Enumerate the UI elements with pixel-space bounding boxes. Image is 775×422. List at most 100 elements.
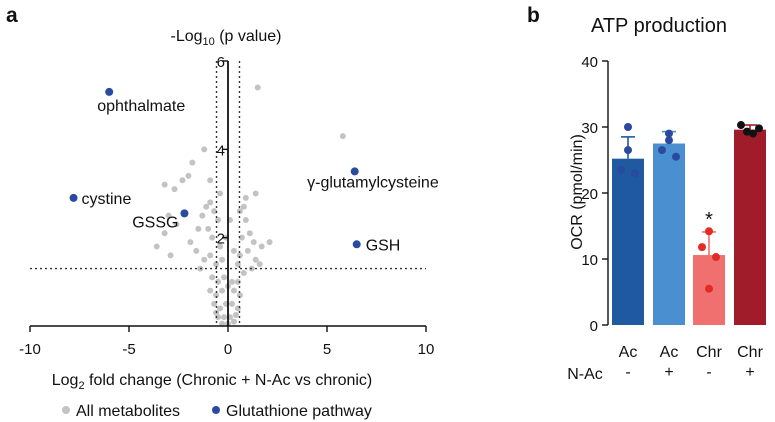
metabolite-point: [266, 239, 273, 246]
replicate-point: [658, 146, 666, 155]
legend-blue-swatch: [212, 406, 220, 414]
pathway-point-ophthalmate: [105, 87, 114, 96]
bar-series: [612, 124, 766, 325]
atp-bar-chart: ATP production OCR (pmol/min) 010203040 …: [567, 15, 766, 383]
volcano-x-tick-label: 0: [224, 341, 232, 358]
pathway-point-GSSG: [180, 209, 189, 218]
bar-chart-title: ATP production: [591, 15, 727, 37]
pathway-label-γ-glutamylcysteine: γ-glutamylcysteine: [307, 174, 439, 191]
bar-3: [734, 129, 766, 325]
bar-y-tick-label: 0: [590, 318, 598, 335]
replicate-point: [665, 136, 673, 145]
bar-y-axis: 0 10 20 30 40: [581, 54, 609, 335]
volcano-y-axis-title: -Log10 (p value): [171, 28, 282, 48]
metabolite-point: [230, 318, 237, 325]
legend-grey-swatch: [62, 406, 70, 414]
legend: All metabolites Glutathione pathway: [62, 403, 372, 420]
replicate-point: [712, 253, 720, 262]
volcano-x-axis-title: Log2 fold change (Chronic + N-Ac vs chro…: [52, 372, 373, 392]
replicate-point: [755, 124, 763, 133]
metabolite-point: [217, 190, 224, 197]
metabolite-point: [219, 287, 226, 294]
pathway-point-cystine: [69, 193, 78, 202]
pathway-label-GSSG: GSSG: [132, 214, 178, 231]
metabolite-point: [201, 146, 208, 153]
metabolite-point: [252, 190, 259, 197]
metabolite-point: [207, 252, 214, 259]
metabolite-point: [189, 159, 196, 166]
metabolite-point: [250, 239, 257, 246]
replicate-point: [749, 129, 757, 138]
bar-1: [653, 143, 685, 325]
metabolite-point: [187, 239, 194, 246]
metabolite-point: [203, 203, 210, 210]
metabolite-point: [213, 261, 220, 268]
panel-label-b: b: [527, 4, 540, 27]
pathway-label-GSH: GSH: [366, 237, 401, 254]
metabolite-point: [193, 247, 200, 254]
volcano-y-ticks: 2 4 6: [217, 54, 228, 248]
metabolite-point: [205, 225, 212, 232]
volcano-y-tick-label: 6: [217, 54, 225, 71]
pathway-label-cystine: cystine: [82, 191, 132, 208]
metabolite-point: [207, 199, 214, 206]
replicate-point: [624, 123, 632, 131]
bar-nac-label: +: [745, 364, 754, 381]
replicate-point: [743, 127, 751, 136]
metabolite-point: [228, 278, 235, 285]
metabolite-point: [221, 274, 228, 281]
metabolite-point: [213, 292, 220, 299]
volcano-x-tick-label: -5: [122, 341, 135, 358]
volcano-y-tick-label: 2: [217, 231, 225, 248]
metabolite-point: [221, 314, 228, 321]
metabolite-point: [236, 252, 243, 259]
metabolite-point: [185, 172, 192, 179]
metabolite-point: [240, 270, 247, 276]
metabolite-point: [258, 243, 265, 250]
bar-category-label: Chr: [737, 344, 763, 361]
volcano-plot: -Log10 (p value) -10 -5 0 5 10 2 4 6 ophthalma…: [19, 28, 439, 420]
metabolite-point: [238, 234, 245, 241]
metabolite-point: [232, 311, 239, 318]
bar-nac-label: -: [706, 364, 711, 381]
metabolite-point: [230, 287, 237, 294]
replicate-point: [624, 146, 632, 155]
bar-y-tick-label: 10: [581, 252, 598, 269]
bar-nac-label: +: [664, 364, 673, 381]
metabolite-point: [217, 243, 224, 250]
bar-y-tick-label: 40: [581, 54, 598, 71]
metabolite-point: [173, 221, 180, 228]
bar-y-tick-label: 30: [581, 120, 598, 137]
metabolite-point: [236, 292, 243, 299]
legend-all-label: All metabolites: [76, 403, 180, 420]
metabolite-point: [339, 133, 346, 140]
metabolite-point: [256, 261, 263, 268]
metabolite-point: [242, 217, 249, 223]
metabolite-point: [217, 305, 224, 312]
replicate-point: [737, 121, 745, 130]
metabolite-point: [179, 177, 186, 184]
metabolite-point: [195, 225, 202, 232]
metabolite-point: [207, 287, 214, 294]
bar-replicate-points: *: [617, 121, 763, 293]
metabolite-point: [165, 212, 172, 219]
metabolite-point: [242, 194, 249, 201]
metabolite-point: [167, 252, 174, 259]
metabolite-point: [230, 247, 237, 254]
metabolite-point: [161, 181, 168, 188]
legend-gsh-label: Glutathione pathway: [226, 403, 372, 420]
metabolite-point: [171, 186, 178, 193]
replicate-point: [672, 152, 680, 161]
pathway-point-GSH: [352, 240, 361, 249]
replicate-point: [617, 165, 625, 174]
metabolite-point: [161, 230, 168, 237]
metabolite-point: [219, 320, 226, 327]
metabolite-point: [228, 300, 235, 307]
bar-0: [612, 158, 644, 325]
metabolite-point: [234, 278, 241, 285]
metabolite-point: [252, 256, 259, 263]
bar-x-labels: Ac - Ac + Chr - Chr +: [619, 344, 764, 381]
metabolite-point: [199, 212, 206, 219]
